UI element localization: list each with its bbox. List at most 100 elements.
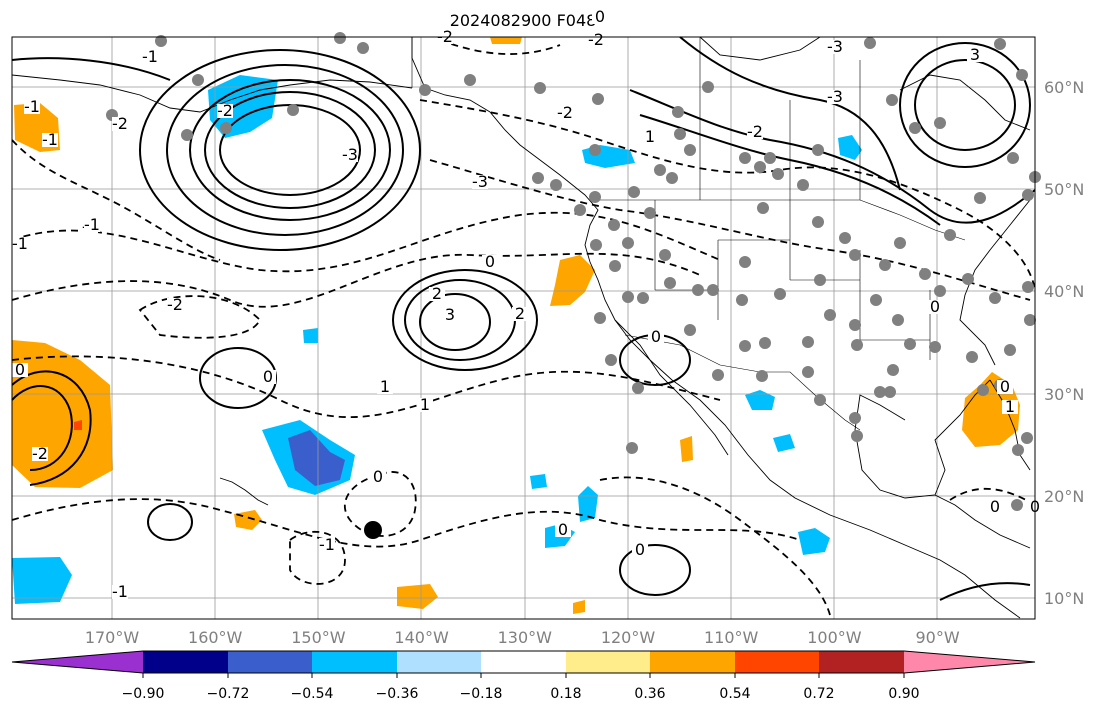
station-dot: [739, 152, 751, 164]
contour-label-bg: [342, 148, 358, 162]
darkblue-region-hawaii-north-core: [288, 430, 345, 486]
lightblue-region-east-pacific-small-2: [578, 486, 598, 522]
contour-label-bg: [967, 48, 983, 62]
contour-label-bg: [997, 380, 1013, 394]
contour-value-label: 0: [651, 327, 661, 346]
contour-neg-8: [289, 531, 346, 585]
station-dot: [886, 94, 898, 106]
station-dot: [532, 172, 544, 184]
contour-neg-4: [11, 498, 801, 548]
contour-high-npac-4: [166, 64, 404, 236]
contour-neg-7: [343, 471, 417, 537]
contour-labels: -2-2-1-3-2-1-2-3-3-21-23-1-3-20-202320-2…: [12, 7, 1043, 601]
station-dot: [672, 106, 684, 118]
contour-label-bg: [927, 300, 943, 314]
contour-value-label: 3: [445, 305, 455, 324]
station-dot: [904, 338, 916, 350]
contour-label-bg: [84, 218, 100, 232]
contour-label-bg: [642, 130, 658, 144]
contour-value-label: -1: [24, 97, 40, 116]
lightblue-region-near-mexico: [773, 434, 795, 452]
station-dot: [622, 291, 634, 303]
station-dot: [589, 191, 601, 203]
contour-value-label: 0: [930, 297, 940, 316]
contour-value-label: 0: [558, 520, 568, 539]
colorbar-tick-label: 0.18: [550, 686, 581, 702]
station-dot: [1011, 499, 1023, 511]
contour-label-bg: [32, 447, 48, 461]
station-dot: [797, 179, 809, 191]
contour-neg-11: [439, 39, 561, 55]
contour-label-bg: [112, 585, 128, 599]
shaded-anomaly-regions: [12, 37, 1020, 614]
latitude-tick-label: 50°N: [1044, 180, 1084, 199]
colorbar-tick-label: −0.90: [122, 686, 165, 702]
station-dot: [707, 284, 719, 296]
longitude-labels: 170°W 160°W 150°W 140°W 130°W 120°W 110°W 100°W…: [85, 628, 960, 647]
contour-value-label: -3: [342, 145, 358, 164]
contour-label-bg: [12, 363, 28, 377]
station-dot: [181, 129, 193, 141]
map-panel: -2-2-1-3-2-1-2-3-3-21-23-1-3-20-202320-2…: [11, 7, 1043, 620]
station-dot: [637, 292, 649, 304]
contour-value-label: -2: [588, 30, 604, 49]
station-dot: [944, 229, 956, 241]
station-dot: [605, 354, 617, 366]
station-dot: [812, 216, 824, 228]
contour-value-label: -1: [142, 47, 158, 66]
station-dot: [1024, 314, 1036, 326]
coast-baja: [614, 319, 729, 456]
latitude-tick-label: 20°N: [1044, 487, 1084, 506]
station-dot: [622, 237, 634, 249]
colorbar-tick-label: 0.54: [719, 686, 750, 702]
station-dot: [839, 232, 851, 244]
contour-neg-6: [429, 159, 1031, 301]
station-dot: [757, 202, 769, 214]
station-dot: [1004, 344, 1016, 356]
contour-neg-9: [11, 139, 221, 261]
station-dot: [892, 314, 904, 326]
station-dot: [334, 32, 346, 44]
station-dot: [192, 74, 204, 86]
station-dot: [589, 144, 601, 156]
station-dot: [1007, 152, 1019, 164]
contour-value-label: 0: [373, 467, 383, 486]
latitude-tick-label: 30°N: [1044, 385, 1084, 404]
colorbar-swatch: [312, 651, 397, 673]
contour-high-hudson-2: [899, 42, 1031, 168]
station-dot: [870, 294, 882, 306]
contour-label-bg: [217, 104, 233, 118]
colorbar-swatch: [650, 651, 735, 673]
colorbar-tick-label: 0.90: [888, 686, 919, 702]
contour-high-cpac-1: [419, 293, 491, 351]
contour-value-label: 3: [970, 45, 980, 64]
colorbar-swatch: [481, 651, 566, 673]
longitude-tick-label: 160°W: [188, 628, 243, 647]
contour-label-bg: [555, 523, 571, 537]
station-dot: [666, 172, 678, 184]
orange-region-tiny-2: [573, 600, 585, 614]
contour-value-label: 1: [380, 377, 390, 396]
station-dot: [357, 42, 369, 54]
station-dot: [739, 256, 751, 268]
station-dot: [702, 81, 714, 93]
latitude-labels: 60°N 50°N 40°N 30°N 20°N 10°N: [1044, 78, 1084, 608]
contour-neg-12: [599, 476, 831, 616]
station-dot: [628, 186, 640, 198]
contour-high-npac-2: [204, 91, 376, 209]
longitude-tick-label: 170°W: [85, 628, 140, 647]
lightblue-region-west-edge: [12, 557, 72, 604]
station-dot: [574, 204, 586, 216]
contour-label-bg: [592, 10, 608, 24]
station-dot: [884, 386, 896, 398]
station-dot: [764, 152, 776, 164]
station-dot: [287, 104, 299, 116]
coast-yucatan: [934, 494, 1031, 549]
station-dot: [1021, 432, 1033, 444]
contour-pos-west-2: [11, 370, 92, 486]
coast-arctic: [699, 36, 821, 61]
contour-label-bg: [632, 543, 648, 557]
contour-value-label: 0: [595, 7, 605, 26]
station-dot: [887, 364, 899, 376]
